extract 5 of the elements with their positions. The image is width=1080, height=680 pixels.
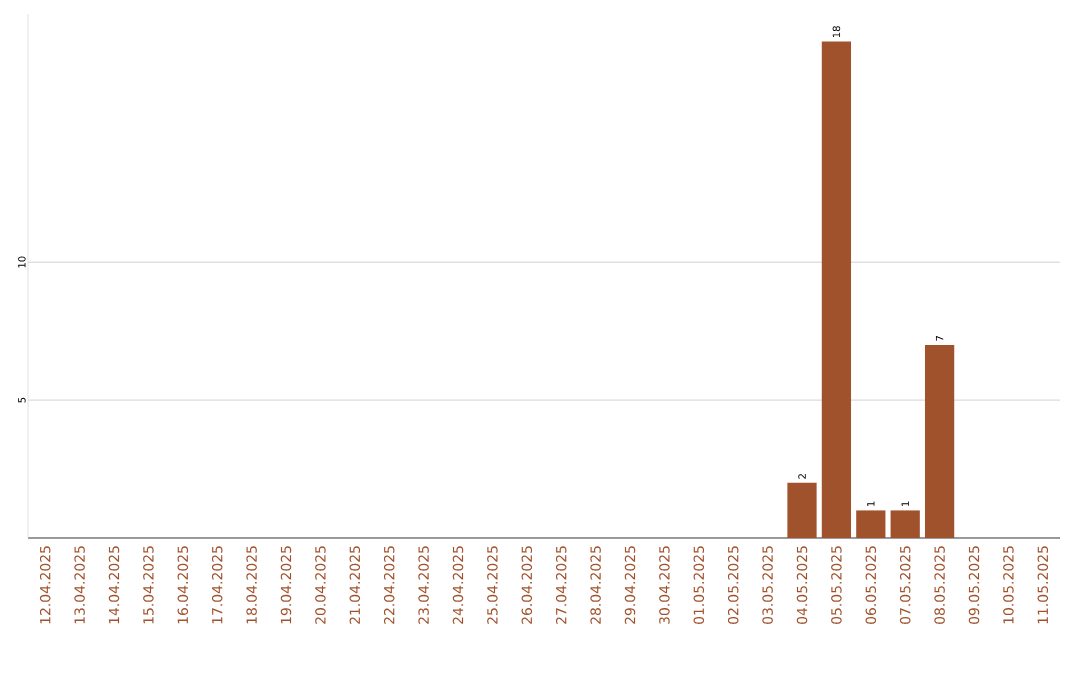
bar xyxy=(787,482,817,538)
bar xyxy=(890,510,920,538)
bar xyxy=(924,344,955,538)
bar xyxy=(856,510,886,538)
bar xyxy=(821,41,852,538)
